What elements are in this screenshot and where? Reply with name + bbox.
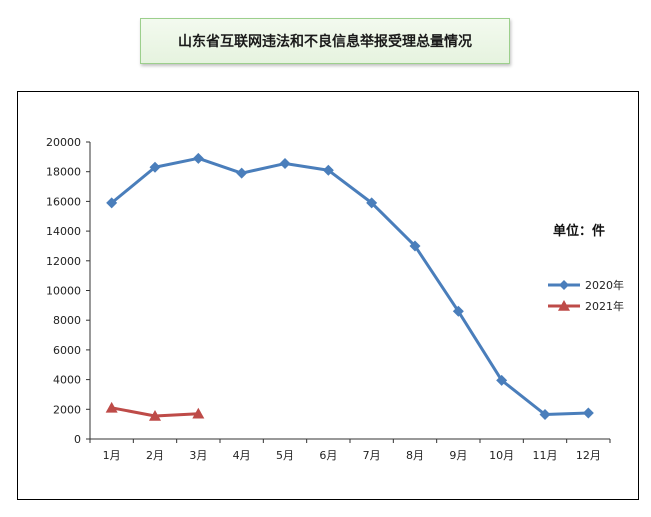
data-point [452,305,464,317]
series-line [110,156,589,416]
x-tick-label: 3月 [189,449,207,462]
data-point [409,240,421,252]
data-point [149,161,161,173]
y-tick-label: 2000 [53,403,81,416]
y-tick-label: 12000 [46,255,81,268]
x-tick-label: 2月 [146,449,164,462]
legend-item-1: 2020年 [548,278,624,292]
y-tick-label: 0 [74,433,81,446]
data-point [192,407,205,419]
chart-title: 山东省互联网违法和不良信息举报受理总量情况 [140,18,510,64]
y-tick-label: 4000 [53,374,81,387]
x-tick-label: 5月 [276,449,294,462]
y-tick-label: 10000 [46,285,81,298]
x-tick-label: 12月 [576,449,601,462]
x-tick-label: 9月 [449,449,467,462]
legend-item-2: 2021年 [548,299,624,313]
x-tick-label: 8月 [406,449,424,462]
legend-label: 2021年 [585,299,624,313]
x-tick-label: 7月 [363,449,381,462]
y-tick-label: 18000 [46,166,81,179]
series-layer [105,152,594,421]
y-tick-label: 20000 [46,136,81,149]
series-2 [105,401,205,421]
data-point [322,164,334,176]
x-tick-label: 10月 [489,449,514,462]
legend-label: 2020年 [585,278,624,292]
data-point [149,409,161,421]
x-tick-label: 11月 [533,449,558,462]
unit-label: 单位：件 [553,223,605,239]
series-1 [106,152,594,420]
legend-marker [558,300,570,311]
data-point [279,158,291,170]
x-tick-labels: 1月 2月 3月 4月 5月 6月 7月 8月 9月 10月 11月 12月 [103,449,601,462]
data-point [106,197,118,209]
data-point [105,401,118,413]
x-tick-label: 6月 [319,449,337,462]
chart-area [17,91,639,500]
data-point [192,152,204,164]
data-point [582,407,594,419]
data-point [366,197,378,209]
axes [86,141,611,443]
y-tick-labels: 0 2000 4000 6000 8000 10000 12000 14000 16000 180… [46,136,81,446]
data-point [539,408,551,420]
y-tick-label: 16000 [46,195,81,208]
y-tick-label: 8000 [53,314,81,327]
data-point [496,374,508,386]
x-tick-label: 1月 [103,449,121,462]
legend: 2020年 2021年 [548,278,624,313]
data-point [236,167,248,179]
x-tick-label: 4月 [233,449,251,462]
legend-marker [559,280,569,290]
y-tick-label: 6000 [53,344,81,357]
y-tick-label: 14000 [46,225,81,238]
